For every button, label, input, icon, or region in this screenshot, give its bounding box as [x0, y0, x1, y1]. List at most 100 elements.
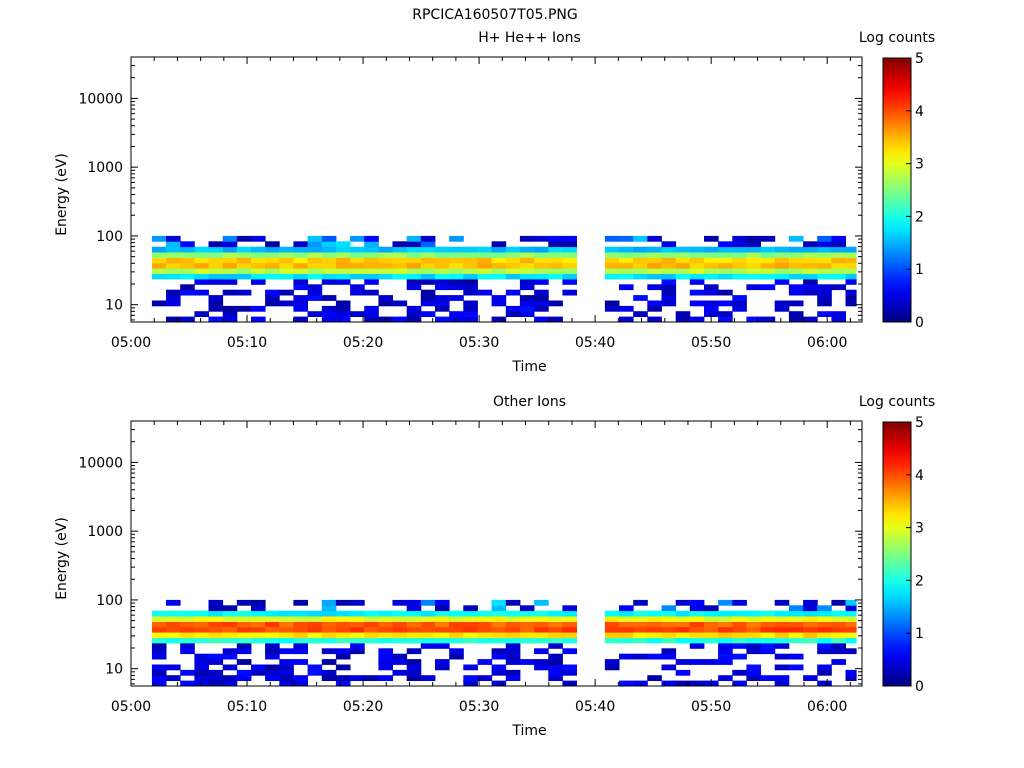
heatmap-cell — [166, 268, 181, 274]
heatmap-cell — [406, 279, 422, 285]
heatmap-cell — [718, 241, 733, 248]
heatmap-cell — [534, 626, 549, 633]
heatmap-cell — [307, 295, 323, 301]
heatmap-cell — [534, 295, 549, 301]
heatmap-cell — [335, 252, 351, 258]
heatmap-cell — [803, 268, 818, 274]
heatmap-cell — [463, 268, 478, 274]
heatmap-cell — [562, 246, 577, 253]
heatmap-cell — [392, 610, 408, 617]
heatmap-cell — [166, 664, 181, 671]
heatmap-cell — [704, 262, 719, 269]
heatmap-cell — [505, 311, 521, 317]
heatmap-cell — [350, 268, 365, 274]
heatmap-cell — [435, 268, 450, 274]
heatmap-cell — [420, 279, 436, 285]
heatmap-cell — [689, 599, 705, 606]
heatmap-cell — [265, 252, 280, 258]
heatmap-cell — [817, 284, 832, 291]
heatmap-cell — [449, 311, 464, 317]
heatmap-cell — [604, 235, 620, 242]
heatmap-cell — [689, 300, 705, 307]
heatmap-cell — [463, 300, 478, 307]
heatmap-cell — [831, 235, 846, 242]
colorbar-tick-label: 3 — [915, 521, 924, 537]
heatmap-cell — [788, 664, 804, 671]
heatmap-cell — [760, 316, 776, 323]
heatmap-cell — [689, 316, 705, 323]
heatmap-cell — [477, 637, 493, 644]
heatmap-cell — [449, 268, 464, 274]
heatmap-cell — [619, 257, 634, 264]
heatmap-cell — [647, 675, 662, 681]
heatmap-cell — [335, 241, 351, 248]
heatmap-cell — [463, 621, 478, 628]
heatmap-cell — [803, 599, 818, 606]
heatmap-cell — [774, 632, 790, 638]
colorbar-tick-label: 4 — [915, 468, 924, 484]
heatmap-cell — [505, 289, 521, 296]
heatmap-cell — [689, 680, 705, 687]
heatmap-cell — [774, 664, 790, 671]
heatmap-cell — [208, 316, 224, 323]
heatmap-cell — [222, 311, 238, 317]
heatmap-cell — [831, 257, 846, 264]
heatmap-cell — [689, 268, 705, 274]
heatmap-cell — [788, 637, 804, 644]
heatmap-cell — [817, 621, 832, 628]
heatmap-cell — [251, 305, 266, 312]
heatmap-cell — [746, 241, 761, 248]
heatmap-cell — [420, 295, 436, 301]
heatmap-cell — [151, 246, 167, 253]
heatmap-cell — [803, 279, 818, 285]
heatmap-cell — [406, 268, 422, 274]
heatmap-cell — [760, 268, 776, 274]
panel-title: Other Ions — [493, 394, 566, 410]
heatmap-cell — [293, 632, 308, 638]
heatmap-cell — [463, 616, 478, 622]
heatmap-cell — [704, 616, 719, 622]
heatmap-cell — [519, 252, 535, 258]
heatmap-cell — [760, 675, 776, 681]
heatmap-cell — [661, 257, 677, 264]
heatmap-cell — [604, 632, 620, 638]
heatmap-cell — [307, 246, 323, 253]
heatmap-cell — [265, 289, 280, 296]
heatmap-cell — [689, 252, 705, 258]
heatmap-cell — [350, 626, 365, 633]
heatmap-cell — [180, 241, 195, 248]
heatmap-cell — [562, 648, 577, 655]
heatmap-cell — [760, 643, 776, 649]
heatmap-cell — [831, 311, 846, 317]
heatmap-cell — [760, 262, 776, 269]
heatmap-cell — [689, 637, 705, 644]
y-tick-label: 10000 — [78, 91, 123, 107]
heatmap-cell — [604, 246, 620, 253]
heatmap-cell — [378, 316, 393, 323]
heatmap-cell — [307, 637, 323, 644]
heatmap-cell — [519, 235, 535, 242]
heatmap-cell — [350, 235, 365, 242]
heatmap-cell — [831, 626, 846, 633]
heatmap-cell — [845, 626, 857, 633]
heatmap-cell — [746, 316, 761, 323]
heatmap-cell — [831, 273, 846, 280]
heatmap-cell — [335, 273, 351, 280]
heatmap-cell — [845, 252, 857, 258]
heatmap-cell — [293, 279, 308, 285]
heatmap-cell — [548, 643, 563, 649]
heatmap-cell — [675, 680, 691, 687]
heatmap-cell — [788, 235, 804, 242]
heatmap-cell — [449, 621, 464, 628]
heatmap-cell — [435, 626, 450, 633]
heatmap-cell — [406, 284, 422, 291]
heatmap-cell — [718, 300, 733, 307]
heatmap-cell — [803, 257, 818, 264]
heatmap-cell — [151, 653, 167, 660]
heatmap-cell — [534, 648, 549, 655]
heatmap-cell — [548, 664, 563, 671]
heatmap-cell — [251, 669, 266, 676]
heatmap-cell — [194, 252, 209, 258]
heatmap-cell — [420, 675, 436, 681]
heatmap-cell — [661, 632, 677, 638]
